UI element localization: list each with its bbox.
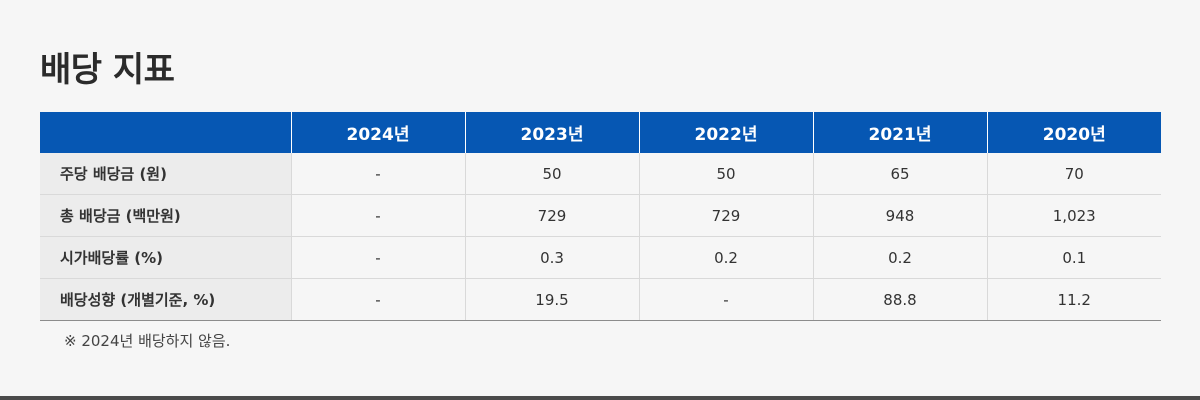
table-cell: 1,023 <box>986 194 1161 237</box>
row-label: 주당 배당금 (원) <box>40 153 291 195</box>
page-title: 배당 지표 <box>40 50 175 90</box>
header-cell-empty <box>40 112 291 153</box>
table-cell: 11.2 <box>986 278 1161 321</box>
table-row: 총 배당금 (백만원) - 729 729 948 1,023 <box>40 194 1161 237</box>
row-label: 배당성향 (개별기준, %) <box>40 278 291 321</box>
table-row: 주당 배당금 (원) - 50 50 65 70 <box>40 153 1161 195</box>
table-row: 배당성향 (개별기준, %) - 19.5 - 88.8 11.2 <box>40 278 1161 321</box>
footnote: ※ 2024년 배당하지 않음. <box>64 332 231 350</box>
table-cell: - <box>290 194 465 237</box>
table-cell: 729 <box>638 194 813 237</box>
table-cell: - <box>290 153 465 195</box>
table-cell: - <box>638 278 813 321</box>
table-cell: 50 <box>638 153 813 195</box>
table-cell: 948 <box>812 194 987 237</box>
table-cell: 50 <box>464 153 639 195</box>
header-cell-year: 2024년 <box>290 112 465 153</box>
table-cell: 65 <box>812 153 987 195</box>
table-cell: - <box>290 278 465 321</box>
table-cell: 729 <box>464 194 639 237</box>
dividend-table: 2024년 2023년 2022년 2021년 2020년 주당 배당금 (원)… <box>40 112 1161 321</box>
table-cell: 88.8 <box>812 278 987 321</box>
header-cell-year: 2020년 <box>986 112 1161 153</box>
table-cell: 0.1 <box>986 236 1161 279</box>
table-cell: 0.2 <box>812 236 987 279</box>
bottom-divider <box>0 396 1200 400</box>
header-cell-year: 2022년 <box>638 112 813 153</box>
row-label: 총 배당금 (백만원) <box>40 194 291 237</box>
row-label: 시가배당률 (%) <box>40 236 291 279</box>
table-header-row: 2024년 2023년 2022년 2021년 2020년 <box>40 112 1161 153</box>
header-cell-year: 2023년 <box>464 112 639 153</box>
table-cell: 0.2 <box>638 236 813 279</box>
table-cell: 70 <box>986 153 1161 195</box>
dividend-table-container: 2024년 2023년 2022년 2021년 2020년 주당 배당금 (원)… <box>40 112 1161 321</box>
table-row: 시가배당률 (%) - 0.3 0.2 0.2 0.1 <box>40 236 1161 279</box>
table-cell: 19.5 <box>464 278 639 321</box>
table-cell: 0.3 <box>464 236 639 279</box>
header-cell-year: 2021년 <box>812 112 987 153</box>
table-cell: - <box>290 236 465 279</box>
